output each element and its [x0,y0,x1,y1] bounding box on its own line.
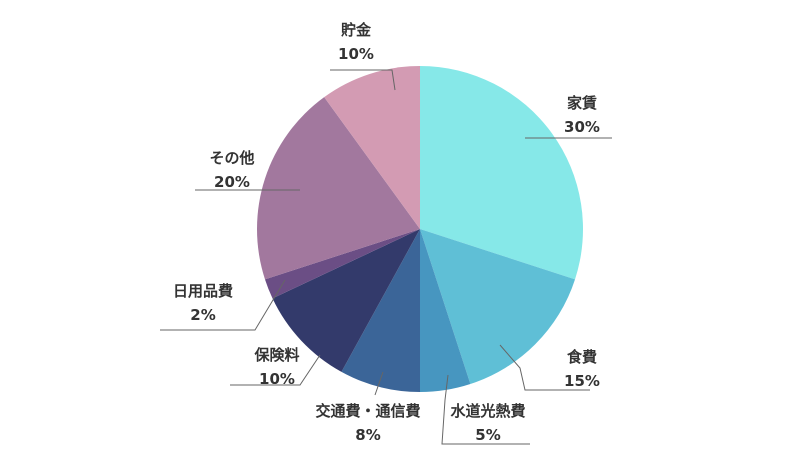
slice-label-6: その他 [209,149,254,167]
slice-label-4: 保険料 [253,346,299,364]
leader-line-7 [330,69,396,91]
slice-label-7: 貯金 [341,21,372,39]
slice-label-3: 交通費・通信費 [315,402,420,420]
leader-line-4 [230,354,321,386]
leader-line-2 [441,374,530,445]
slice-value-1: 15% [564,372,600,390]
pie-slice-5 [264,229,420,299]
leader-line-5 [160,279,286,331]
slice-label-0: 家賃 [567,94,597,112]
slice-value-6: 20% [214,173,250,191]
labels-layer: 家賃 30% 食費 15% 水道光熱費 5% 交通費・通信費 8% 保険料 10% 日用品費 2% その… [173,21,600,444]
pie-slice-4 [272,229,420,372]
pie-slice-3 [341,229,420,392]
slice-value-7: 10% [338,45,374,63]
pie-slice-7 [324,66,420,229]
slice-label-1: 食費 [567,348,597,366]
slice-value-5: 2% [190,306,215,324]
slice-value-4: 10% [259,370,295,388]
pie-slice-1 [420,229,576,385]
slices-layer [257,66,583,392]
slice-value-3: 8% [355,426,380,444]
pie-slice-0 [420,66,583,280]
slice-label-5: 日用品費 [173,282,233,300]
pie-slice-2 [420,229,471,392]
leader-lines-layer [160,69,612,445]
leader-line-3 [374,371,384,396]
leader-line-1 [499,344,590,391]
pie-slice-6 [257,97,420,280]
slice-label-2: 水道光熱費 [450,402,525,420]
slice-value-2: 5% [475,426,500,444]
slice-value-0: 30% [564,118,600,136]
